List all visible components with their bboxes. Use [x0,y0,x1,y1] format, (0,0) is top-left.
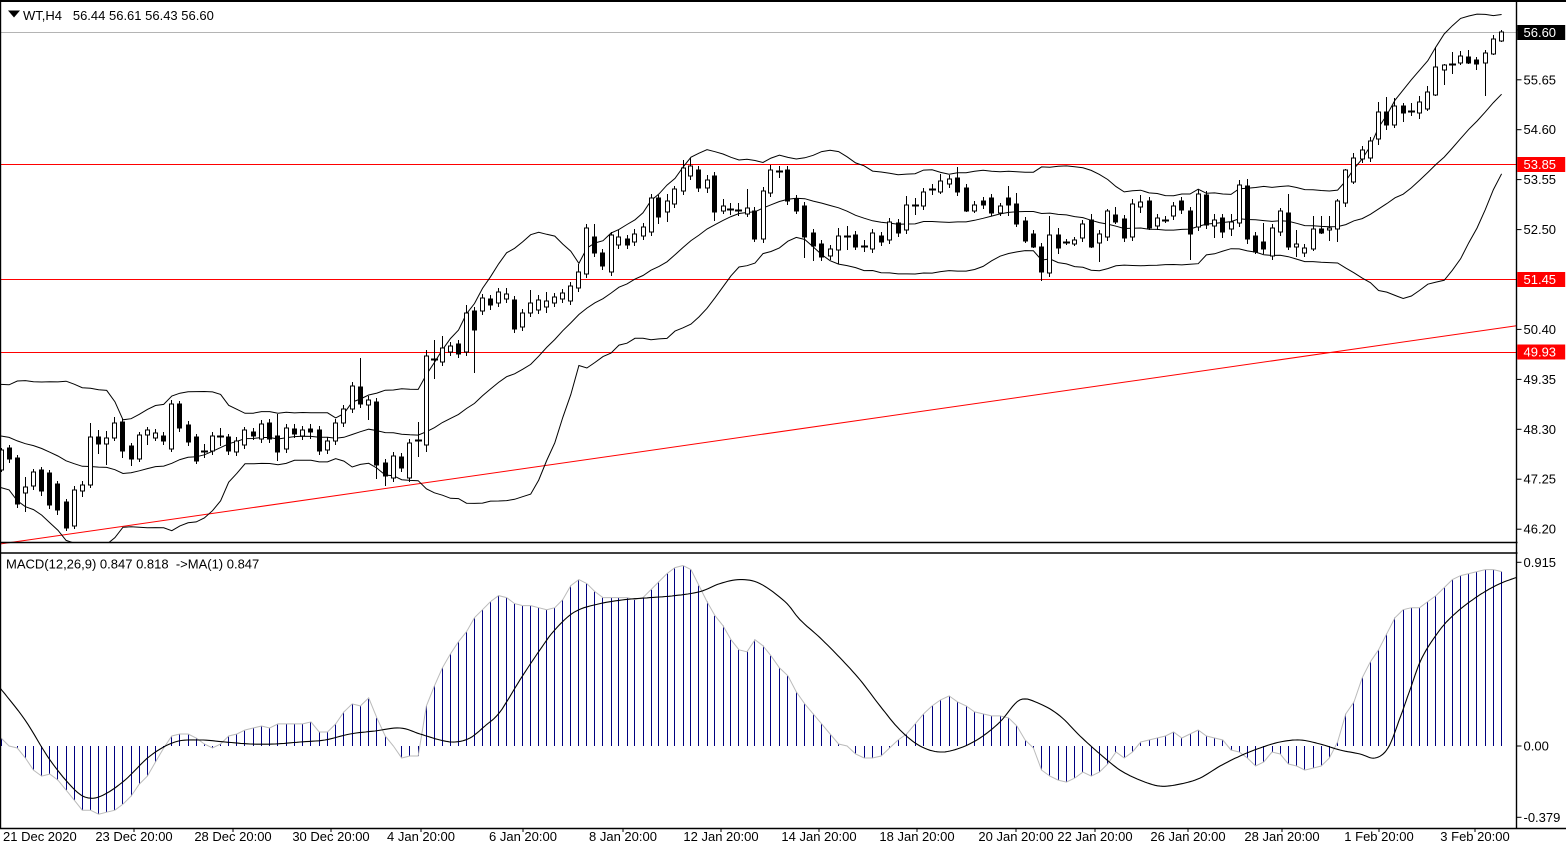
svg-text:20 Jan 20:00: 20 Jan 20:00 [978,829,1053,844]
svg-text:53.85: 53.85 [1524,157,1557,172]
svg-text:23 Dec 20:00: 23 Dec 20:00 [95,829,172,844]
svg-text:18 Jan 20:00: 18 Jan 20:00 [879,829,954,844]
svg-text:0.00: 0.00 [1524,739,1549,754]
svg-text:28 Jan 20:00: 28 Jan 20:00 [1244,829,1319,844]
svg-text:8 Jan 20:00: 8 Jan 20:00 [589,829,657,844]
svg-text:21 Dec 2020: 21 Dec 2020 [3,829,77,844]
svg-text:54.60: 54.60 [1524,122,1557,137]
svg-text:49.35: 49.35 [1524,372,1557,387]
svg-text:30 Dec 20:00: 30 Dec 20:00 [292,829,369,844]
svg-text:1 Feb 20:00: 1 Feb 20:00 [1344,829,1413,844]
svg-text:49.93: 49.93 [1524,345,1557,360]
svg-text:22 Jan 20:00: 22 Jan 20:00 [1057,829,1132,844]
svg-text:55.65: 55.65 [1524,72,1557,87]
svg-text:WT,H4 56.44 56.61 56.43 56.6: WT,H4 56.44 56.61 56.43 56.60 [23,8,214,23]
svg-text:4 Jan 20:00: 4 Jan 20:00 [387,829,455,844]
svg-text:14 Jan 20:00: 14 Jan 20:00 [781,829,856,844]
svg-text:0.915: 0.915 [1524,555,1557,570]
svg-text:12 Jan 20:00: 12 Jan 20:00 [683,829,758,844]
svg-text:6 Jan 20:00: 6 Jan 20:00 [489,829,557,844]
svg-text:3 Feb 20:00: 3 Feb 20:00 [1440,829,1509,844]
svg-text:-0.379: -0.379 [1524,810,1561,825]
svg-text:47.25: 47.25 [1524,472,1557,487]
svg-text:53.55: 53.55 [1524,172,1557,187]
svg-text:26 Jan 20:00: 26 Jan 20:00 [1150,829,1225,844]
svg-text:50.40: 50.40 [1524,322,1557,337]
svg-text:51.45: 51.45 [1524,272,1557,287]
svg-text:46.20: 46.20 [1524,522,1557,537]
svg-text:48.30: 48.30 [1524,422,1557,437]
svg-text:56.60: 56.60 [1524,25,1557,40]
svg-text:52.50: 52.50 [1524,222,1557,237]
svg-text:28 Dec 20:00: 28 Dec 20:00 [194,829,271,844]
svg-text:MACD(12,26,9) 0.847 0.818 ->M: MACD(12,26,9) 0.847 0.818 ->MA(1) 0.847 [6,557,259,572]
